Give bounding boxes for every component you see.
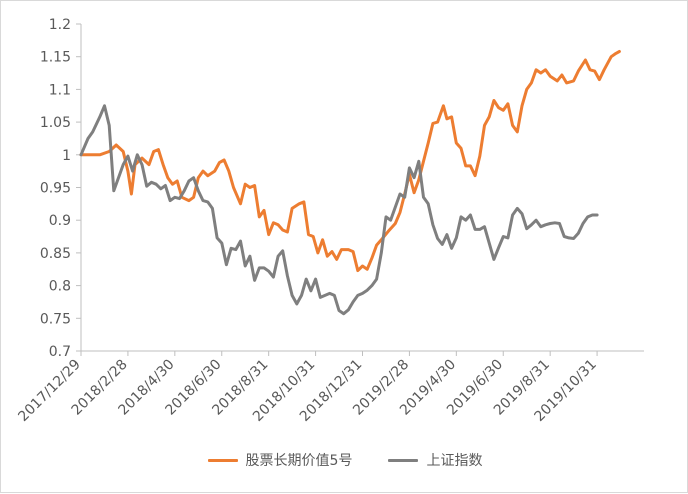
y-tick-label: 1.1 [49, 82, 71, 98]
legend: 股票长期价值5号 上证指数 [1, 450, 688, 470]
y-tick-label: 0.75 [40, 311, 71, 327]
legend-swatch-series-1 [207, 458, 238, 462]
y-tick-label: 0.8 [49, 279, 71, 295]
legend-swatch-series-2 [388, 458, 419, 462]
y-tick-label: 0.95 [40, 181, 71, 197]
y-tick-label: 1.2 [49, 17, 71, 33]
legend-item-series-1: 股票长期价值5号 [207, 450, 353, 470]
series-line-1 [79, 50, 621, 273]
series-line-2 [79, 104, 599, 316]
legend-label-series-1: 股票长期价值5号 [245, 453, 353, 469]
x-tick-label: 2017/12/29 [15, 357, 83, 425]
y-tick-label: 0.85 [40, 246, 71, 262]
y-tick-label: 1.05 [40, 115, 71, 131]
y-tick-label: 0.9 [49, 213, 71, 229]
y-tick-label: 1 [62, 148, 71, 164]
legend-item-series-2: 上证指数 [388, 450, 482, 470]
y-tick-label: 1.15 [40, 50, 71, 66]
y-tick-label: 0.7 [49, 344, 71, 360]
legend-label-series-2: 上证指数 [426, 453, 483, 469]
